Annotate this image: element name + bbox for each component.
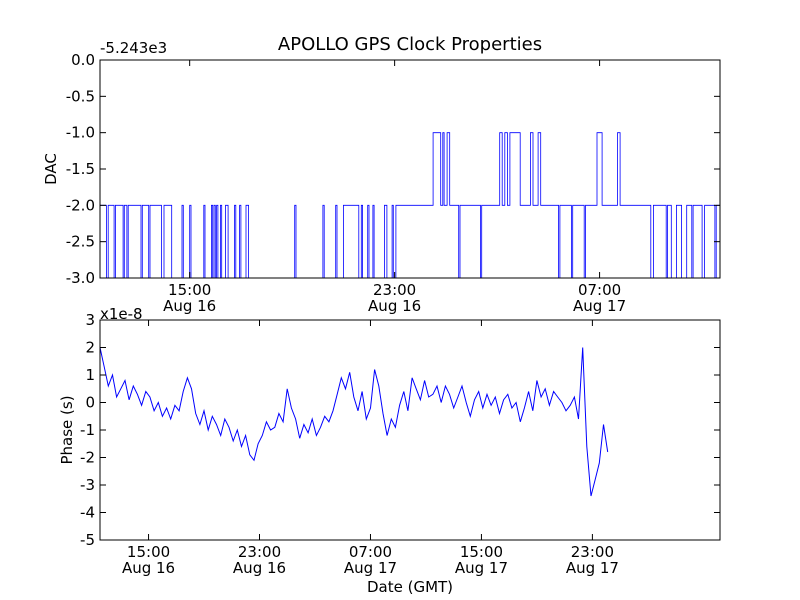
dac-x-tick-date: Aug 16: [368, 297, 421, 315]
dac-series-line: [100, 132, 720, 279]
dac-y-tick-label: -2.5: [66, 233, 95, 251]
phase-x-tick-time: 23:00: [571, 543, 614, 561]
phase-y-tick-label: 2: [85, 339, 95, 357]
phase-offset-label: x1e-8: [100, 305, 143, 323]
dac-x-tick-time: 23:00: [373, 281, 416, 299]
dac-plot-frame: [99, 59, 721, 279]
phase-x-tick-time: 23:00: [238, 543, 281, 561]
dac-y-ticks: -3.0 -2.5 -2.0 -1.5 -1.0 -0.5 0.0: [66, 51, 720, 287]
dac-y-tick-label: -0.5: [66, 87, 95, 105]
dac-x-tick-date: Aug 17: [573, 297, 626, 315]
phase-y-tick-label: -1: [80, 421, 95, 439]
phase-plot-frame: [99, 319, 721, 541]
dac-y-axis-label: DAC: [42, 153, 60, 185]
phase-x-tick-date: Aug 16: [233, 559, 286, 577]
dac-y-tick-label: -3.0: [66, 269, 95, 287]
dac-x-tick-date: Aug 16: [163, 297, 216, 315]
dac-y-tick-label: -1.0: [66, 124, 95, 142]
phase-y-ticks: -5 -4 -3 -2 -1 0 1 2 3: [80, 311, 720, 549]
phase-y-axis-label: Phase (s): [58, 395, 76, 464]
phase-y-tick-label: 3: [85, 311, 95, 329]
phase-x-tick-date: Aug 17: [344, 559, 397, 577]
phase-y-tick-label: -2: [80, 449, 95, 467]
phase-series-group: [99, 347, 609, 497]
phase-series-line: [99, 347, 609, 497]
phase-y-tick-label: -4: [80, 504, 95, 522]
phase-x-tick-time: 15:00: [127, 543, 170, 561]
phase-y-tick-label: 1: [85, 366, 95, 384]
dac-x-tick-time: 15:00: [168, 281, 211, 299]
phase-y-tick-label: 0: [85, 394, 95, 412]
phase-x-tick-date: Aug 16: [122, 559, 175, 577]
phase-x-tick-date: Aug 17: [566, 559, 619, 577]
chart-title: APOLLO GPS Clock Properties: [278, 34, 542, 55]
phase-y-tick-label: -3: [80, 476, 95, 494]
phase-y-tick-label: -5: [80, 531, 95, 549]
phase-x-axis-label: Date (GMT): [367, 578, 453, 596]
phase-x-tick-date: Aug 17: [455, 559, 508, 577]
dac-y-tick-label: -2.0: [66, 196, 95, 214]
dac-series-group: [100, 132, 720, 279]
dac-x-tick-time: 07:00: [578, 281, 621, 299]
dac-y-tick-label: 0.0: [71, 51, 95, 69]
phase-x-tick-time: 15:00: [460, 543, 503, 561]
phase-x-tick-time: 07:00: [349, 543, 392, 561]
dac-y-tick-label: -1.5: [66, 160, 95, 178]
dac-offset-label: -5.243e3: [100, 39, 167, 57]
